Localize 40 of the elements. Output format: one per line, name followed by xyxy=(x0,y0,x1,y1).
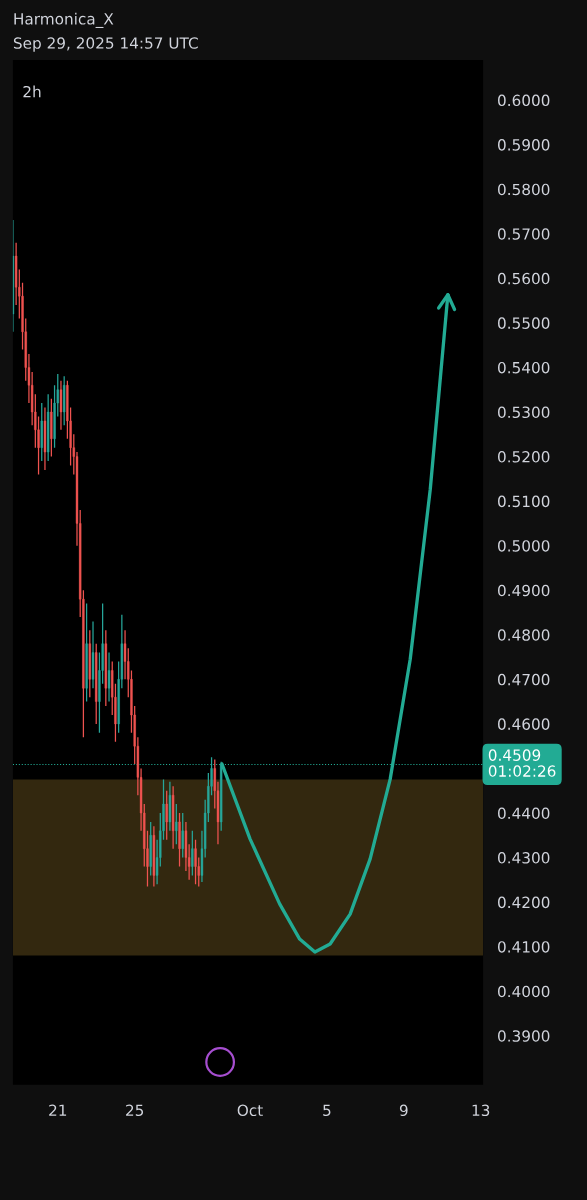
y-tick-label: 0.3900 xyxy=(498,1030,550,1042)
candlestick xyxy=(175,803,178,845)
chart-subtitle: Sep 29, 2025 14:57 UTC xyxy=(13,37,198,52)
candlestick xyxy=(59,380,63,431)
y-tick-label: 0.5100 xyxy=(498,495,550,508)
x-tick-label: 21 xyxy=(49,1104,67,1116)
y-tick-label: 0.5200 xyxy=(498,451,550,463)
y-tick-label: 0.4300 xyxy=(498,852,550,864)
ref-line-label: 0.4509 xyxy=(488,749,541,761)
annotation: 2h xyxy=(23,85,41,98)
y-tick-label: 0.5400 xyxy=(498,361,550,374)
y-tick-label: 0.4800 xyxy=(498,629,550,641)
y-tick-label: 0.5000 xyxy=(498,540,550,552)
candlestick xyxy=(181,812,184,859)
y-tick-label: 0.5800 xyxy=(498,183,550,196)
y-tick-label: 0.5500 xyxy=(498,317,550,329)
y-tick-label: 0.4700 xyxy=(498,673,550,686)
candlestick xyxy=(107,651,111,703)
candlestick xyxy=(178,812,181,868)
y-tick-label: 0.5600 xyxy=(498,272,550,285)
x-tick-label: Oct xyxy=(237,1104,263,1117)
y-tick-label: 0.4900 xyxy=(498,584,550,597)
y-tick-label: 0.4200 xyxy=(498,896,550,909)
y-tick-label: 0.4100 xyxy=(498,941,550,953)
candlestick xyxy=(191,830,194,877)
candlestick xyxy=(165,790,168,841)
y-tick-label: 0.5700 xyxy=(498,228,550,240)
chart-title: Harmonica_X xyxy=(14,12,114,29)
y-tick-label: 0.4600 xyxy=(498,718,550,730)
y-tick-label: 0.5300 xyxy=(498,406,550,419)
x-tick-label: 13 xyxy=(472,1104,490,1117)
x-tick-label: 9 xyxy=(399,1104,408,1117)
y-tick-label: 0.4000 xyxy=(498,985,550,998)
y-tick-label: 0.5900 xyxy=(498,139,550,151)
y-tick-label: 0.6000 xyxy=(498,94,550,107)
x-tick-label: 25 xyxy=(126,1104,144,1117)
candlestick xyxy=(194,839,197,885)
y-tick-label: 0.4400 xyxy=(498,807,550,820)
text: 01:02:26 xyxy=(488,765,556,777)
x-tick-label: 5 xyxy=(323,1104,331,1117)
